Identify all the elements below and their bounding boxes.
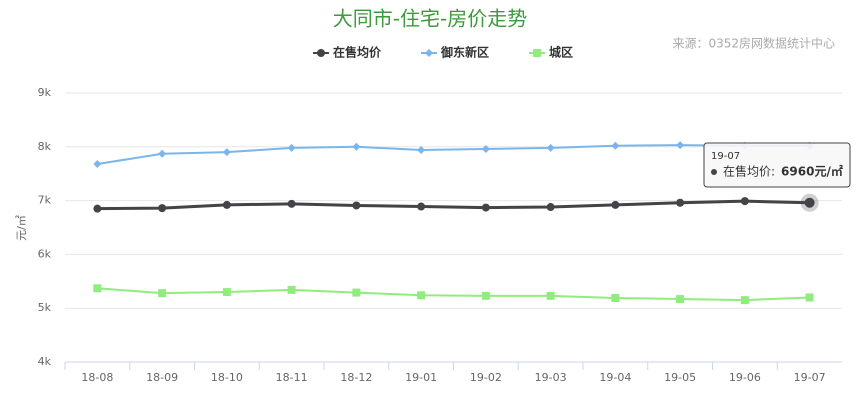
point (158, 149, 167, 158)
point (676, 141, 685, 150)
point (417, 291, 426, 300)
point (287, 199, 296, 208)
point (287, 285, 296, 294)
point (352, 142, 361, 151)
x-tick-label: 18-10 (211, 371, 243, 384)
point (611, 141, 620, 150)
x-tick-label: 18-09 (146, 371, 178, 384)
y-tick-label: 7k (38, 194, 52, 207)
point (93, 160, 102, 169)
series-line (97, 144, 810, 166)
tooltip-value: 6960元/㎡ (781, 164, 843, 179)
y-tick-label: 8k (38, 140, 52, 153)
x-tick-label: 19-02 (470, 371, 502, 384)
tooltip-dot (711, 169, 717, 175)
tooltip-box (703, 142, 851, 188)
x-tick-label: 18-12 (340, 371, 372, 384)
point (805, 293, 814, 302)
x-tick-label: 19-05 (664, 371, 696, 384)
x-tick-label: 18-08 (81, 371, 113, 384)
x-tick-label: 19-06 (729, 371, 761, 384)
y-tick-label: 4k (38, 355, 52, 368)
point (158, 204, 167, 213)
legend-label: 御东新区 (440, 45, 489, 60)
point (611, 200, 620, 209)
tooltip: 19-07 在售均价: 6960元/㎡ (703, 142, 851, 188)
series-line (97, 287, 810, 302)
y-axis-label: 元/㎡ (15, 215, 28, 241)
point (352, 288, 361, 297)
x-tick-label: 19-01 (405, 371, 437, 384)
point (93, 204, 102, 213)
point (287, 143, 296, 152)
point (740, 296, 749, 305)
series-line (97, 199, 810, 211)
point (676, 198, 685, 207)
x-tick-label: 19-07 (794, 371, 826, 384)
point (352, 201, 361, 210)
y-tick-label: 5k (38, 301, 52, 314)
point (676, 295, 685, 304)
y-tick-label: 9k (38, 86, 52, 99)
point (222, 288, 231, 297)
point (222, 200, 231, 209)
point (546, 143, 555, 152)
point (481, 144, 490, 153)
tooltip-title: 19-07 (711, 151, 740, 162)
point (481, 291, 490, 300)
point (804, 197, 815, 208)
point (740, 197, 749, 206)
legend-label: 城区 (549, 45, 573, 60)
point (158, 289, 167, 298)
point (222, 148, 231, 157)
point (546, 291, 555, 300)
chart-title: 大同市-住宅-房价走势 (333, 7, 527, 31)
x-tick-label: 19-03 (535, 371, 567, 384)
point (417, 146, 426, 155)
point (481, 203, 490, 212)
point (93, 284, 102, 293)
point (425, 49, 434, 57)
point (417, 202, 426, 211)
x-tick-label: 18-11 (276, 371, 308, 384)
y-tick-label: 6k (38, 247, 52, 260)
source: 来源：0352房网数据统计中心 (672, 36, 835, 51)
legend-label: 在售均价 (333, 45, 382, 60)
tooltip-label: 在售均价: (723, 164, 775, 179)
point (533, 49, 542, 57)
point (317, 49, 325, 57)
point (611, 293, 620, 302)
x-tick-label: 19-04 (599, 371, 631, 384)
point (546, 203, 555, 212)
